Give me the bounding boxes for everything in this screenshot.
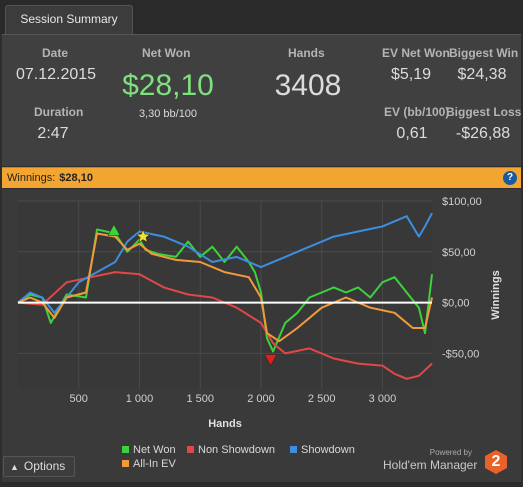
tab-session-summary[interactable]: Session Summary (5, 5, 133, 34)
y-tick-label: $0,00 (442, 298, 470, 310)
marker-biggest-loss (264, 354, 278, 367)
summary-panel: Date 07.12.2015 Duration 2:47 Net Won $2… (2, 34, 521, 166)
duration-label: Duration (34, 105, 84, 119)
hm2-logo-icon: 2 (485, 450, 507, 474)
x-axis-title: Hands (208, 418, 242, 430)
y-tick-label: $100,00 (442, 196, 482, 208)
ev-bb-label: EV (bb/100) (384, 105, 450, 119)
biggest-loss-label: Biggest Loss (446, 105, 522, 119)
legend-label: Net Won (133, 444, 176, 456)
winnings-label: Winnings: (7, 172, 56, 184)
bb-per-100-value: 3,30 bb/100 (138, 108, 198, 120)
legend-item-all-in-ev[interactable]: All-In EV (122, 458, 176, 470)
tab-bar: Session Summary (0, 0, 523, 34)
hands-label: Hands (288, 46, 325, 60)
biggest-loss-value: -$26,88 (455, 125, 511, 142)
legend-item-showdown[interactable]: Showdown (290, 444, 355, 456)
net-won-label: Net Won (142, 46, 191, 60)
y-axis-title: Winnings (490, 270, 502, 319)
series-line-showdown (17, 212, 433, 314)
biggest-win-value: $24,38 (457, 66, 507, 83)
legend-label: Showdown (301, 444, 355, 456)
duration-value: 2:47 (37, 125, 69, 142)
biggest-win-label: Biggest Win (449, 46, 519, 60)
net-won-swatch (122, 446, 129, 453)
net-won-value: $28,10 (122, 69, 214, 102)
chevron-up-icon: ▲ (10, 462, 19, 472)
legend-item-non-showdown[interactable]: Non Showdown (187, 444, 275, 456)
ev-bb-value: 0,61 (396, 125, 428, 142)
showdown-swatch (290, 446, 297, 453)
x-tick-label: 2 500 (308, 393, 336, 405)
marker-ev-best (135, 228, 151, 243)
legend-label: Non Showdown (198, 444, 276, 456)
x-tick-label: 3 000 (369, 393, 397, 405)
powered-by-text: Powered by (429, 448, 472, 457)
date-label: Date (42, 46, 69, 60)
date-value: 07.12.2015 (15, 66, 97, 83)
x-tick-label: 2 000 (247, 393, 275, 405)
x-tick-label: 1 500 (186, 393, 214, 405)
x-tick-label: 1 000 (126, 393, 154, 405)
options-button[interactable]: ▲ Options (3, 456, 75, 477)
all-in-ev-swatch (122, 460, 129, 467)
marker-biggest-win (107, 223, 121, 236)
series-line-non-showdown (17, 271, 433, 380)
legend-label: All-In EV (133, 458, 176, 470)
non-showdown-swatch (187, 446, 194, 453)
winnings-bar: Winnings: $28,10 ? (2, 167, 521, 188)
winnings-value: $28,10 (59, 172, 93, 184)
brand-block: Powered by Hold'em Manager 2 (380, 446, 510, 476)
y-tick-label: $50,00 (442, 247, 476, 259)
winnings-chart: 500 1 000 1 500 2 000 2 500 3 000 $100,00 $50,0… (17, 196, 502, 430)
help-icon[interactable]: ? (503, 171, 517, 185)
ev-net-won-label: EV Net Won (382, 46, 450, 60)
legend-item-net-won[interactable]: Net Won (122, 444, 176, 456)
hands-value: 3408 (274, 69, 342, 102)
x-tick-label: 500 (70, 393, 88, 405)
ev-net-won-value: $5,19 (390, 66, 432, 83)
options-label: Options (23, 459, 66, 473)
chart-area: 500 1 000 1 500 2 000 2 500 3 000 $100,00 $50,0… (2, 189, 521, 482)
y-tick-label: -$50,00 (442, 348, 479, 360)
brand-name: Hold'em Manager (383, 458, 478, 472)
series-line-all-in-ev (17, 232, 433, 343)
